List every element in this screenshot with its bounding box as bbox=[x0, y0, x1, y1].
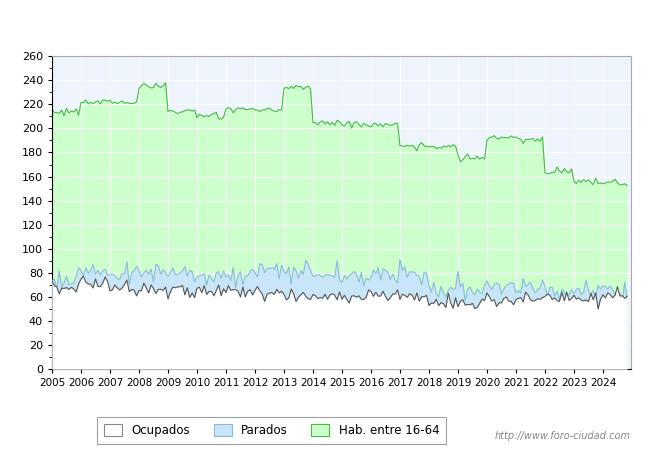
Text: http://www.foro-ciudad.com: http://www.foro-ciudad.com bbox=[495, 431, 630, 441]
Text: Puebla de Almenara - Evolucion de la poblacion en edad de Trabajar Noviembre de : Puebla de Almenara - Evolucion de la pob… bbox=[47, 8, 603, 21]
Legend: Ocupados, Parados, Hab. entre 16-64: Ocupados, Parados, Hab. entre 16-64 bbox=[98, 417, 447, 445]
